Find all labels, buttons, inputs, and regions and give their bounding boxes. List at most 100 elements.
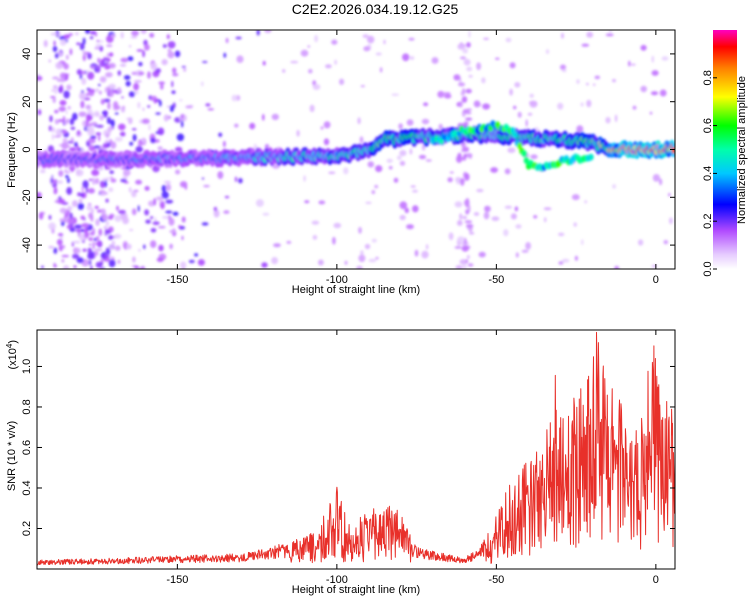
noise-speck — [85, 30, 90, 34]
noise-speck — [100, 98, 105, 105]
noise-speck — [94, 66, 97, 73]
noise-speck — [96, 124, 104, 128]
noise-speck — [112, 89, 117, 94]
noise-speck — [175, 169, 181, 175]
noise-speck — [155, 112, 161, 115]
noise-speck — [105, 72, 113, 78]
noise-speck — [61, 245, 66, 249]
noise-speck — [87, 109, 93, 115]
noise-speck — [406, 224, 414, 230]
noise-speck — [96, 235, 100, 242]
noise-speck — [79, 73, 83, 80]
noise-speck — [59, 100, 67, 106]
noise-speck — [521, 249, 529, 253]
noise-speck — [97, 57, 100, 63]
noise-speck — [296, 129, 300, 137]
noise-speck — [94, 205, 99, 209]
noise-speck — [90, 65, 98, 69]
noise-speck — [134, 265, 140, 269]
noise-speck — [300, 49, 309, 57]
noise-speck — [155, 68, 161, 74]
noise-speck — [461, 96, 468, 103]
noise-speck — [108, 187, 114, 192]
noise-speck — [129, 141, 134, 146]
noise-speck — [80, 215, 85, 220]
noise-speck — [54, 87, 58, 95]
noise-speck — [456, 220, 463, 226]
noise-speck — [69, 48, 73, 56]
noise-speck — [122, 105, 125, 109]
noise-speck — [105, 247, 111, 256]
noise-speck — [165, 199, 174, 204]
noise-speck — [149, 32, 155, 38]
noise-speck — [484, 205, 491, 213]
noise-speck — [367, 161, 375, 168]
noise-speck — [137, 101, 141, 109]
noise-speck — [109, 170, 115, 175]
noise-speck — [62, 115, 66, 122]
noise-speck — [571, 194, 580, 201]
noise-speck — [238, 178, 243, 184]
noise-speck — [68, 145, 71, 148]
noise-speck — [460, 177, 465, 186]
noise-speck — [167, 51, 175, 59]
noise-speck — [495, 57, 500, 60]
noise-speck — [505, 37, 512, 43]
noise-speck — [131, 128, 137, 131]
noise-speck — [167, 41, 176, 49]
background-noise-group — [37, 30, 673, 269]
noise-speck — [79, 42, 85, 51]
noise-speck — [265, 144, 269, 149]
noise-speck — [135, 146, 143, 153]
noise-speck — [465, 88, 472, 94]
noise-speck — [515, 224, 522, 229]
noise-speck — [147, 105, 151, 108]
noise-speck — [63, 34, 70, 39]
noise-speck — [307, 45, 311, 48]
noise-speck — [126, 117, 133, 120]
noise-speck — [461, 245, 469, 252]
noise-speck — [314, 34, 319, 43]
noise-speck — [514, 82, 521, 88]
noise-speck — [82, 54, 87, 62]
noise-speck — [168, 217, 175, 226]
noise-speck — [81, 228, 85, 233]
noise-speck — [396, 155, 402, 160]
noise-speck — [231, 94, 238, 102]
noise-speck — [454, 246, 462, 249]
noise-speck — [144, 186, 150, 191]
noise-speck — [437, 90, 445, 98]
noise-speck — [87, 71, 95, 80]
noise-speck — [137, 141, 141, 147]
noise-speck — [142, 50, 146, 58]
noise-speck — [142, 107, 145, 112]
noise-speck — [454, 201, 463, 208]
noise-speck — [514, 206, 519, 212]
noise-speck — [197, 259, 205, 266]
noise-speck — [459, 213, 463, 220]
noise-speck — [560, 64, 566, 70]
noise-speck — [557, 102, 564, 110]
noise-speck — [262, 60, 266, 66]
noise-speck — [586, 99, 592, 108]
noise-speck — [89, 30, 97, 35]
noise-speck — [615, 114, 618, 123]
noise-speck — [99, 40, 104, 43]
noise-speck — [223, 52, 227, 58]
noise-speck — [323, 121, 331, 129]
noise-speck — [325, 64, 332, 69]
noise-speck — [533, 215, 538, 219]
noise-speck — [71, 200, 78, 208]
noise-speck — [157, 127, 165, 136]
noise-speck — [76, 145, 80, 152]
noise-speck — [158, 81, 165, 85]
noise-speck — [162, 44, 167, 48]
noise-speck — [120, 178, 127, 183]
noise-speck — [128, 187, 132, 193]
noise-speck — [388, 166, 393, 170]
noise-speck — [318, 200, 326, 205]
noise-speck — [49, 115, 53, 123]
noise-speck — [161, 191, 169, 199]
noise-speck — [358, 226, 362, 234]
noise-speck — [462, 215, 468, 220]
